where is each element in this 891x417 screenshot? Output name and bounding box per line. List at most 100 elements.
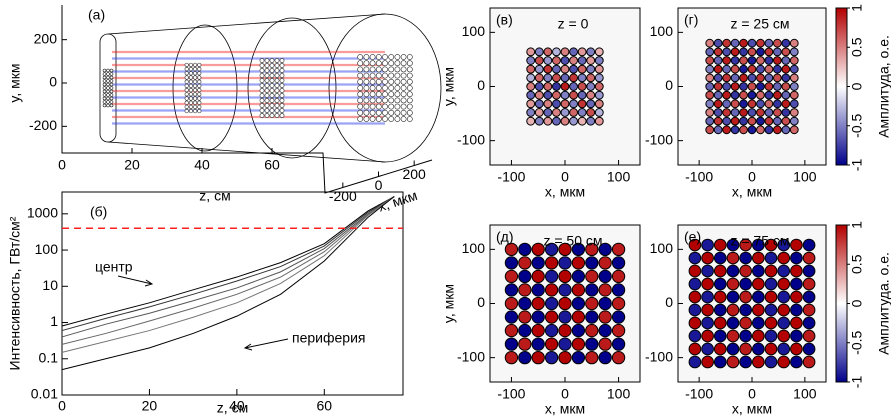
- beam-amplitude: [560, 116, 570, 126]
- emitter: [106, 75, 110, 80]
- beam-amplitude: [764, 73, 774, 83]
- beam-amplitude: [722, 108, 732, 117]
- beam-amplitude: [551, 47, 561, 57]
- beam-amplitude: [747, 125, 757, 135]
- beam-amplitude: [701, 290, 714, 304]
- emitter: [400, 85, 407, 91]
- beam-amplitude: [544, 310, 559, 324]
- beam-amplitude: [571, 337, 586, 351]
- beam-amplitude: [705, 99, 715, 109]
- beam-amplitude: [764, 264, 778, 278]
- emitter: [274, 68, 280, 73]
- emitter: [264, 103, 270, 108]
- z-tick-label: 40: [194, 157, 210, 173]
- beam-amplitude: [688, 342, 702, 356]
- panel-label: (б): [90, 204, 107, 220]
- cylinder-end: [99, 33, 117, 143]
- beam-amplitude: [701, 303, 714, 317]
- beam-amplitude: [739, 73, 748, 83]
- emitter: [274, 93, 280, 98]
- beam-amplitude: [713, 238, 727, 252]
- beam-amplitude: [713, 303, 727, 317]
- beam-amplitude: [789, 82, 799, 91]
- colorbar-tick-label: -1: [849, 376, 865, 389]
- beam-amplitude: [586, 108, 596, 117]
- beam-amplitude: [739, 38, 748, 48]
- x-tick-label: 0: [58, 398, 66, 414]
- beam-amplitude: [789, 99, 799, 109]
- emitter: [375, 109, 382, 116]
- beam-amplitude: [543, 47, 553, 57]
- y-axis-title: Интенсивность, ГВт/см²: [7, 216, 23, 370]
- beam-amplitude: [789, 56, 799, 65]
- beam-amplitude: [777, 303, 791, 317]
- beam-amplitude: [772, 64, 782, 74]
- beam-amplitude: [747, 116, 757, 126]
- emitter: [375, 60, 382, 67]
- beam-amplitude: [756, 90, 765, 100]
- beam-amplitude: [781, 108, 791, 117]
- emitter: [406, 85, 413, 91]
- beam-amplitude: [594, 108, 604, 117]
- annotation: z = 75 см: [730, 233, 789, 249]
- emitter: [264, 93, 270, 98]
- beam-amplitude: [752, 355, 765, 369]
- emitter: [197, 62, 202, 67]
- emitter: [363, 54, 370, 60]
- beam-amplitude: [534, 116, 544, 126]
- emitter: [269, 83, 275, 88]
- emitter: [102, 79, 107, 83]
- y-tick-label: 0: [665, 77, 673, 93]
- beam-amplitude: [726, 342, 740, 356]
- colorbar-tick-label: 0.5: [849, 254, 865, 274]
- colorbar: [835, 7, 848, 166]
- emitter: [394, 116, 401, 122]
- beam-amplitude: [752, 264, 765, 278]
- beam-amplitude: [739, 108, 748, 117]
- beam-amplitude: [569, 73, 579, 83]
- beam-amplitude: [781, 73, 791, 83]
- x-tick-label: 60: [317, 398, 333, 414]
- emitter: [264, 88, 270, 93]
- beam-amplitude: [726, 290, 740, 304]
- emitter: [406, 66, 413, 73]
- emitter: [382, 78, 388, 85]
- emitter: [279, 73, 285, 78]
- emitter: [400, 72, 407, 79]
- emitter: [188, 83, 193, 88]
- panel-label: (д): [496, 229, 514, 245]
- x-tick-label: 0: [561, 169, 569, 185]
- x-tick-label: 0: [748, 386, 756, 402]
- beam-amplitude: [756, 56, 765, 65]
- emitter: [259, 58, 265, 63]
- beam-amplitude: [739, 125, 748, 135]
- beam-amplitude: [577, 47, 587, 57]
- x-tick-label: 20: [142, 398, 158, 414]
- beam-amplitude: [713, 251, 727, 265]
- emitter: [193, 71, 198, 76]
- beam-amplitude: [586, 56, 596, 65]
- beam-amplitude: [713, 108, 723, 117]
- beam-amplitude: [526, 56, 536, 65]
- x-tick-label: 40: [229, 398, 245, 414]
- beam-amplitude: [790, 355, 803, 369]
- beam-amplitude: [802, 316, 816, 330]
- beam-amplitude: [531, 296, 545, 311]
- emitter: [382, 116, 388, 122]
- beam-amplitude: [777, 290, 791, 304]
- emitter: [106, 96, 110, 101]
- emitter: [102, 93, 107, 97]
- emitter: [197, 88, 202, 93]
- emitter: [388, 72, 395, 79]
- beam-amplitude: [713, 47, 723, 57]
- emitter: [388, 60, 395, 67]
- beam-amplitude: [611, 323, 626, 338]
- beam-amplitude: [560, 99, 570, 109]
- beam-amplitude: [789, 116, 799, 126]
- emitter: [259, 83, 265, 88]
- emitter: [197, 79, 202, 84]
- beam-amplitude: [598, 310, 612, 324]
- beam-amplitude: [802, 264, 816, 278]
- beam-amplitude: [739, 90, 748, 100]
- emitter: [106, 72, 110, 76]
